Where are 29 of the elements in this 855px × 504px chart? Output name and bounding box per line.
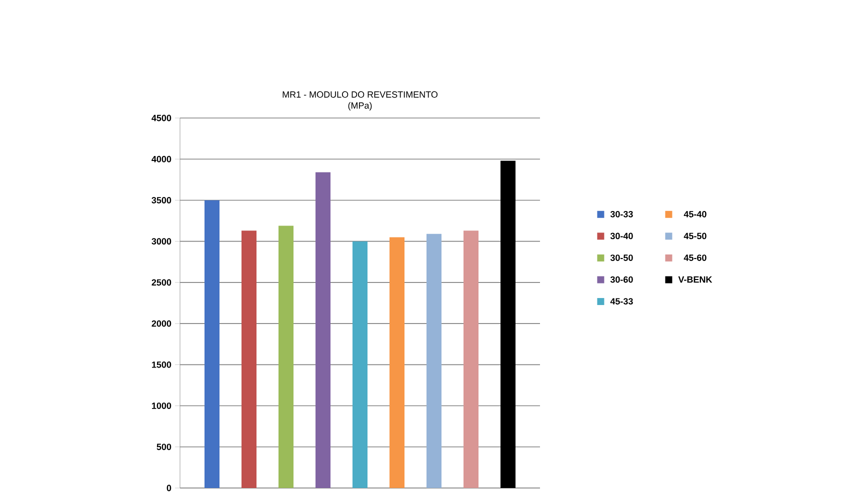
legend-label: 30-50 (610, 254, 633, 261)
y-tick-label: 2000 (152, 320, 172, 327)
bar (242, 230, 256, 488)
chart-title: MR1 - MODULO DO REVESTIMENTO (MPa) (282, 91, 438, 110)
y-tick-label: 1000 (152, 402, 172, 409)
y-tick-label: 0 (166, 484, 172, 492)
y-tick-label: 3000 (152, 238, 172, 245)
legend-label: 45-60 (684, 254, 706, 261)
legend-label: 45-33 (610, 298, 633, 305)
bar (390, 237, 404, 488)
bar (352, 241, 368, 488)
y-tick-label: 4000 (152, 156, 172, 162)
legend-label: 30-60 (610, 276, 633, 283)
legend-label: 45-50 (684, 232, 706, 240)
y-tick-label: 500 (156, 444, 172, 450)
legend-label: 30-40 (610, 232, 633, 240)
y-tick-label: 1500 (152, 361, 172, 368)
y-tick-label: 3500 (152, 197, 172, 204)
bar (464, 230, 479, 488)
bar (500, 160, 516, 488)
bar (316, 172, 331, 488)
bar (278, 226, 294, 488)
bar (204, 200, 220, 488)
legend-label: 45-40 (684, 210, 706, 218)
bar (426, 234, 442, 488)
legend-label: 30-33 (610, 210, 633, 218)
y-tick-label: 2500 (152, 279, 172, 286)
legend-label: V-BENK (678, 276, 712, 283)
y-tick-label: 4500 (152, 114, 172, 122)
